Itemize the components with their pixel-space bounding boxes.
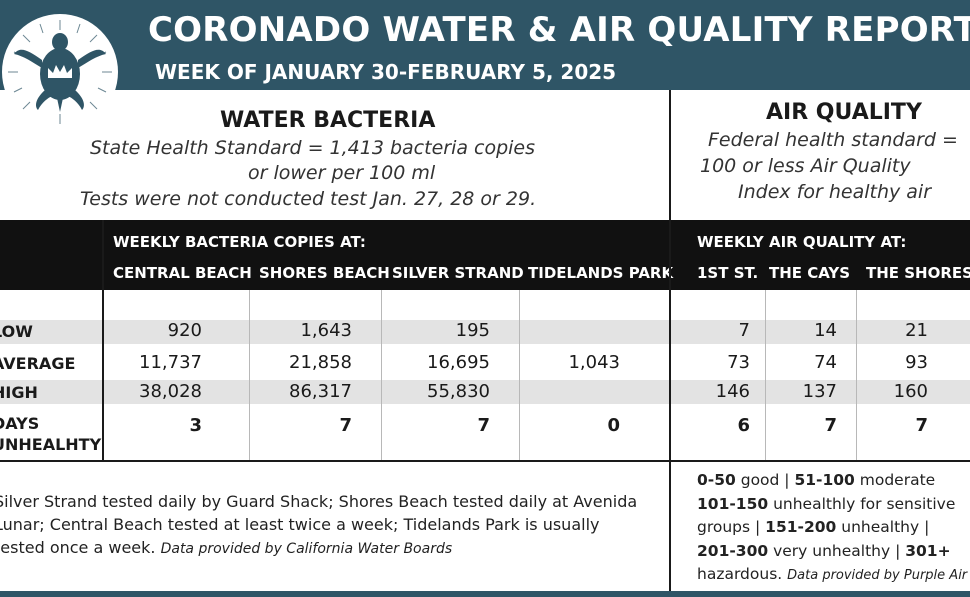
aqi-legend: 0-50 good | 51-100 moderate 101-150 unhe… <box>697 471 968 583</box>
air-days-shores: 7 <box>915 415 928 436</box>
col-the-cays: THE CAYS <box>769 264 851 282</box>
water-section-title: WATER BACTERIA <box>220 108 436 133</box>
water-table-heading: WEEKLY BACTERIA COPIES AT: <box>113 233 366 251</box>
air-high-cays: 137 <box>802 381 837 402</box>
page-title: CORONADO WATER & AIR QUALITY REPORT <box>148 10 970 50</box>
water-low-shores: 1,643 <box>300 320 352 341</box>
water-avg-tidelands: 1,043 <box>568 352 620 373</box>
aqi-range-hazardous: 301+ <box>905 541 951 560</box>
row-label-average: AVERAGE <box>0 354 76 373</box>
col-separator <box>519 290 520 460</box>
water-footnote-text: Silver Strand tested daily by Guard Shac… <box>0 492 638 557</box>
air-low-shores: 21 <box>905 320 928 341</box>
water-avg-silver: 16,695 <box>427 352 490 373</box>
table-header-band <box>0 220 970 290</box>
water-days-central: 3 <box>189 415 202 436</box>
air-standard-line-1: Federal health standard = <box>708 129 958 151</box>
water-avg-shores: 21,858 <box>289 352 352 373</box>
col-separator <box>381 290 382 460</box>
water-footnote: Silver Strand tested daily by Guard Shac… <box>0 490 654 561</box>
aqi-range-very-unhealthy: 201-300 <box>697 541 769 560</box>
air-days-1st: 6 <box>737 415 750 436</box>
col-separator <box>249 290 250 460</box>
water-days-shores: 7 <box>339 415 352 436</box>
section-divider <box>669 90 671 597</box>
col-the-shores: THE SHORES <box>866 264 970 282</box>
row-label-days-2: UNHEALHTY <box>0 435 102 454</box>
water-standard-line-2: or lower per 100 ml <box>248 162 436 184</box>
aqi-range-sensitive: 101-150 <box>697 494 769 513</box>
col-1st-st: 1ST ST. <box>697 264 759 282</box>
row-label-high: HIGH <box>0 383 38 402</box>
aqi-range-unhealthy: 151-200 <box>765 518 837 536</box>
water-standard-line-1: State Health Standard = 1,413 bacteria c… <box>90 137 536 159</box>
air-avg-1st: 73 <box>727 352 750 373</box>
page-subtitle: WEEK OF JANUARY 30-FEBRUARY 5, 2025 <box>155 60 617 84</box>
water-days-tidelands: 0 <box>607 415 620 436</box>
air-low-1st: 7 <box>738 320 750 341</box>
air-high-1st: 146 <box>715 381 750 402</box>
water-high-silver: 55,830 <box>427 381 490 402</box>
air-days-cays: 7 <box>824 415 837 436</box>
air-standard-line-2: 100 or less Air Quality <box>700 155 911 177</box>
water-standard-line-3: Tests were not conducted test Jan. 27, 2… <box>80 188 537 210</box>
air-high-shores: 160 <box>893 381 928 402</box>
row-label-days-1: DAYS <box>0 414 40 433</box>
row-shade-high <box>0 380 970 404</box>
label-column-divider <box>102 220 104 462</box>
col-separator <box>765 290 766 460</box>
air-table-heading: WEEKLY AIR QUALITY AT: <box>697 233 907 251</box>
air-data-source: Data provided by Purple Air <box>787 568 968 583</box>
air-standard-line-3: Index for healthy air <box>738 181 932 203</box>
air-avg-shores: 93 <box>905 352 928 373</box>
air-avg-cays: 74 <box>814 352 837 373</box>
col-central-beach: CENTRAL BEACH <box>113 264 252 282</box>
water-low-silver: 195 <box>455 320 490 341</box>
air-section-title: AIR QUALITY <box>766 100 922 125</box>
water-days-silver: 7 <box>477 415 490 436</box>
col-tidelands-park: TIDELANDS PARK <box>528 264 674 282</box>
row-shade-low <box>0 320 970 344</box>
aqi-range-good: 0-50 <box>697 471 736 489</box>
col-shores-beach: SHORES BEACH <box>259 264 390 282</box>
col-silver-strand: SILVER STRAND <box>392 264 524 282</box>
bottom-band <box>0 591 970 597</box>
water-low-central: 920 <box>167 320 202 341</box>
air-low-cays: 14 <box>814 320 837 341</box>
header-band <box>0 0 970 90</box>
water-data-source: Data provided by California Water Boards <box>160 541 453 557</box>
aqi-range-moderate: 51-100 <box>794 471 855 489</box>
row-label-low: LOW <box>0 322 33 341</box>
sea-turtle-crown-logo-icon <box>2 14 118 130</box>
water-avg-central: 11,737 <box>139 352 202 373</box>
water-high-central: 38,028 <box>139 381 202 402</box>
col-separator <box>856 290 857 460</box>
water-high-shores: 86,317 <box>289 381 352 402</box>
table-bottom-rule <box>0 460 970 462</box>
